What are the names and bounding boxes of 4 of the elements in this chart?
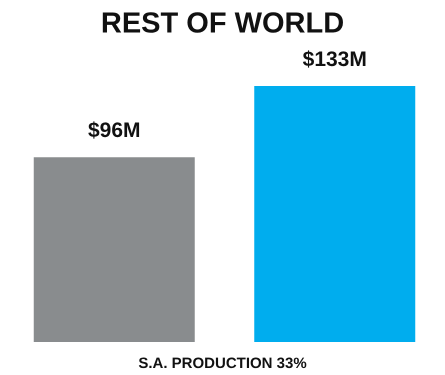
data-label: $96M <box>88 119 141 142</box>
chart-title: REST OF WORLD <box>100 8 344 40</box>
text: S.A. PRODUCTION 33% <box>138 355 307 372</box>
data-label: $133M <box>302 48 367 71</box>
